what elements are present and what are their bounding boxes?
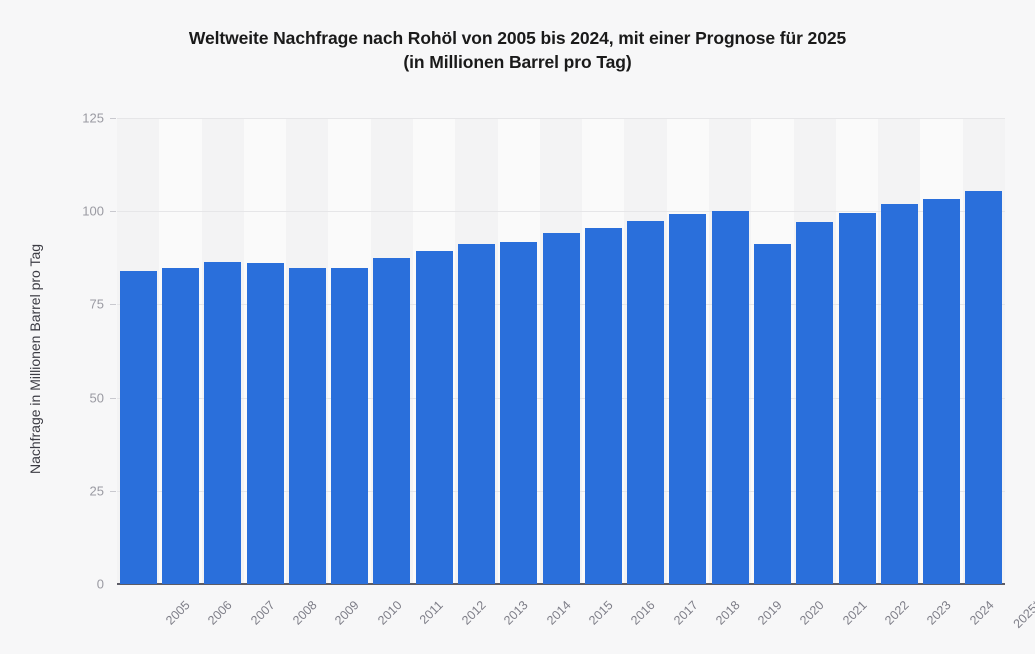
bar[interactable]	[204, 261, 242, 584]
x-axis-tick-label: 2014	[543, 598, 574, 628]
x-axis-tick-label: 2009	[332, 598, 362, 628]
x-axis-tick-label: 2022	[882, 598, 912, 628]
bar[interactable]	[500, 242, 538, 584]
x-axis-tick-label: 2023	[924, 598, 954, 628]
bar[interactable]	[246, 263, 284, 584]
x-axis-tick-labels: 2005 2006 2007 2008 2009 2010 2011 2012 2013 2014…	[117, 588, 1035, 654]
bar[interactable]	[542, 232, 580, 584]
x-axis-tick-label: 2007	[247, 598, 278, 628]
axis-baseline	[117, 583, 1005, 585]
bar[interactable]	[796, 221, 834, 584]
x-axis-tick-label: 2025*	[1010, 598, 1035, 632]
x-axis-tick-label: 2018	[712, 598, 743, 628]
y-axis-tick-label: 125	[82, 110, 104, 126]
bar[interactable]	[753, 243, 791, 584]
x-axis-tick-label: 2020	[797, 598, 828, 628]
plot-area	[110, 118, 1005, 585]
y-axis-tick-label: 25	[89, 483, 104, 499]
x-axis-tick-label: 2013	[501, 598, 532, 628]
x-axis-tick-label: 2019	[755, 598, 785, 628]
bar[interactable]	[880, 204, 918, 584]
bar[interactable]	[669, 214, 707, 584]
y-axis-tick-mark	[110, 397, 116, 399]
bar[interactable]	[627, 220, 665, 584]
y-axis-tick-mark	[110, 118, 116, 119]
bar[interactable]	[965, 191, 1003, 584]
bar[interactable]	[288, 267, 326, 584]
x-axis-tick-label: 2008	[290, 598, 320, 628]
x-axis-tick-label: 2012	[459, 598, 489, 628]
bar[interactable]	[373, 258, 411, 584]
x-axis-tick-label: 2010	[374, 598, 405, 628]
bar[interactable]	[584, 227, 622, 584]
y-axis-tick-labels: 0 25 50 75 100 125	[0, 111, 104, 592]
chart-title-line-1: Weltweite Nachfrage nach Rohöl von 2005 …	[188, 28, 847, 48]
bar[interactable]	[711, 210, 749, 584]
bars-layer	[117, 118, 1005, 584]
y-axis-tick-label: 0	[96, 576, 104, 592]
x-axis-tick-label: 2021	[839, 598, 870, 628]
x-axis-tick-label: 2005	[163, 598, 193, 628]
y-axis-tick-mark	[110, 304, 116, 306]
y-axis-tick-label: 75	[89, 296, 104, 312]
bar[interactable]	[457, 244, 495, 584]
x-axis-tick-label: 2017	[670, 598, 701, 628]
x-axis-tick-label: 2011	[416, 598, 446, 627]
bar[interactable]	[415, 251, 453, 584]
x-axis-tick-label: 2016	[628, 598, 658, 628]
bar[interactable]	[838, 213, 876, 584]
bar[interactable]	[331, 267, 369, 584]
y-axis-tick-label: 50	[89, 390, 104, 406]
x-axis-tick-label: 2024	[966, 598, 997, 628]
chart-title-line-2: (in Millionen Barrel pro Tag)	[403, 52, 632, 73]
gridline	[117, 118, 1005, 119]
bar[interactable]	[119, 271, 157, 584]
y-axis-tick-mark	[110, 211, 116, 213]
bar[interactable]	[161, 267, 199, 584]
gridline	[117, 211, 1005, 213]
bar[interactable]	[923, 198, 961, 584]
chart-title: Weltweite Nachfrage nach Rohöl von 2005 …	[0, 26, 1035, 74]
x-axis-tick-label: 2006	[205, 598, 236, 628]
y-axis-tick-label: 100	[82, 203, 104, 219]
x-axis-tick-label: 2015	[586, 598, 616, 628]
y-axis-tick-mark	[110, 490, 116, 492]
